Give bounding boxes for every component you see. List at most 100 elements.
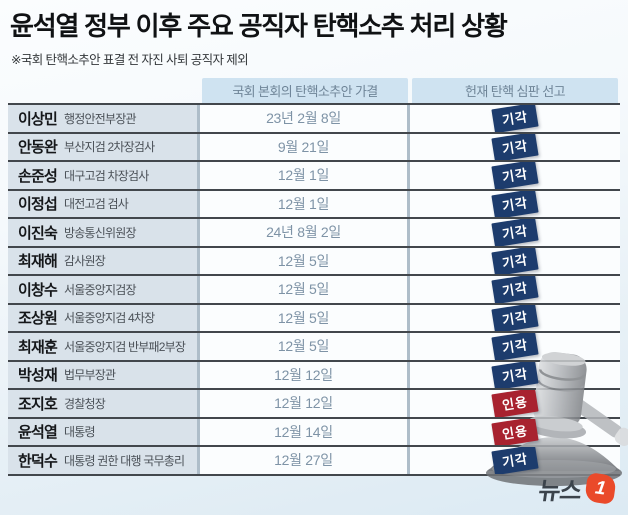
vote-date-cell: 12월 12일 [200, 390, 410, 417]
official-position: 서울중앙지검 4차장 [64, 311, 155, 326]
official-position: 서울중앙지검 반부패2부장 [64, 339, 186, 354]
verdict-badge: 기각 [491, 105, 539, 132]
official-position: 감사원장 [64, 254, 106, 269]
verdict-badge: 인용 [491, 418, 539, 445]
header-spacer [8, 78, 200, 103]
table-row: 최재해 감사원장 12월 5일 기각 [8, 247, 620, 276]
vote-date-cell: 12월 27일 [200, 447, 410, 474]
verdict-cell: 기각 [410, 105, 620, 132]
official-cell: 이정섭 대전고검 검사 [8, 190, 200, 217]
vote-date: 12월 12일 [274, 395, 333, 412]
official-position: 대통령 권한 대행 국무총리 [64, 453, 185, 468]
verdict-cell: 기각 [410, 190, 620, 217]
verdict-cell: 기각 [410, 447, 620, 474]
verdict-badge: 기각 [491, 247, 539, 274]
official-position: 대통령 [64, 425, 96, 440]
verdict-badge: 인용 [491, 390, 539, 417]
vote-date: 12월 5일 [277, 281, 330, 298]
official-name: 조상원 [18, 310, 58, 328]
vote-date-cell: 12월 12일 [200, 361, 410, 388]
column-header-court-ruling: 헌재 탄핵 심판 선고 [412, 78, 618, 103]
official-position: 경찰청장 [64, 396, 106, 411]
vote-date: 12월 1일 [277, 195, 330, 212]
official-position: 방송통신위원장 [64, 225, 136, 240]
table-row: 조상원 서울중앙지검 4차장 12월 5일 기각 [8, 304, 620, 333]
verdict-cell: 기각 [410, 276, 620, 303]
column-header-assembly-vote: 국회 본회의 탄핵소추안 가결 [202, 78, 408, 103]
vote-date: 12월 5일 [277, 309, 330, 326]
table-row: 한덕수 대통령 권한 대행 국무총리 12월 27일 기각 [8, 447, 620, 476]
table-row: 윤석열 대통령 12월 14일 인용 [8, 418, 620, 447]
vote-date-cell: 12월 5일 [200, 333, 410, 360]
official-name: 박성재 [18, 367, 58, 385]
vote-date: 12월 5일 [277, 252, 330, 269]
verdict-cell: 기각 [410, 219, 620, 246]
verdict-badge: 기각 [491, 162, 539, 189]
official-cell: 박성재 법무부장관 [8, 361, 200, 388]
official-name: 이정섭 [18, 196, 58, 214]
official-position: 법무부장관 [64, 368, 116, 383]
official-position: 행정안전부장관 [64, 111, 136, 126]
verdict-cell: 기각 [410, 304, 620, 331]
news1-logo-text: 뉴스 [536, 478, 583, 505]
official-position: 서울중앙지검장 [64, 282, 136, 297]
official-cell: 이상민 행정안전부장관 [8, 105, 200, 132]
official-name: 이진숙 [18, 224, 58, 242]
vote-date-cell: 12월 1일 [200, 190, 410, 217]
table-row: 조지호 경찰청장 12월 12일 인용 [8, 390, 620, 419]
table-row: 이정섭 대전고검 검사 12월 1일 기각 [8, 190, 620, 219]
official-name: 이창수 [18, 281, 58, 299]
vote-date-cell: 12월 5일 [200, 276, 410, 303]
vote-date: 23년 2월 8일 [266, 110, 341, 127]
table-row: 손준성 대구고검 차장검사 12월 1일 기각 [8, 162, 620, 191]
table-row: 안동완 부산지검 2차장검사 9월 21일 기각 [8, 133, 620, 162]
verdict-cell: 기각 [410, 361, 620, 388]
official-name: 윤석열 [18, 424, 58, 442]
official-name: 한덕수 [18, 452, 58, 470]
official-name: 안동완 [18, 139, 58, 157]
official-name: 조지호 [18, 395, 58, 413]
vote-date-cell: 9월 21일 [200, 133, 410, 160]
vote-date: 12월 1일 [277, 167, 330, 184]
vote-date: 12월 27일 [274, 452, 333, 469]
official-cell: 최재해 감사원장 [8, 247, 200, 274]
vote-date: 24년 8월 2일 [266, 224, 341, 241]
verdict-cell: 기각 [410, 162, 620, 189]
vote-date-cell: 23년 2월 8일 [200, 105, 410, 132]
vote-date: 12월 12일 [274, 366, 333, 383]
verdict-badge: 기각 [491, 276, 539, 303]
vote-date-cell: 12월 5일 [200, 247, 410, 274]
official-cell: 이진숙 방송통신위원장 [8, 219, 200, 246]
verdict-cell: 기각 [410, 133, 620, 160]
verdict-badge: 기각 [491, 133, 539, 160]
table-row: 이상민 행정안전부장관 23년 2월 8일 기각 [8, 105, 620, 134]
official-position: 대전고검 검사 [64, 197, 129, 212]
vote-date: 12월 14일 [274, 423, 333, 440]
verdict-cell: 인용 [410, 390, 620, 417]
table-body: 이상민 행정안전부장관 23년 2월 8일 기각 안동완 부산지검 2차장검사 9월 21일… [8, 103, 620, 476]
official-name: 최재훈 [18, 338, 58, 356]
verdict-badge: 기각 [491, 190, 539, 217]
page-subtitle: ※국회 탄핵소추안 표결 전 자진 사퇴 공직자 제외 [11, 53, 249, 67]
vote-date-cell: 24년 8월 2일 [200, 219, 410, 246]
official-name: 손준성 [18, 167, 58, 185]
official-cell: 조지호 경찰청장 [8, 390, 200, 417]
table-row: 박성재 법무부장관 12월 12일 기각 [8, 361, 620, 390]
verdict-cell: 기각 [410, 247, 620, 274]
table-row: 최재훈 서울중앙지검 반부패2부장 12월 5일 기각 [8, 333, 620, 362]
official-cell: 조상원 서울중앙지검 4차장 [8, 304, 200, 331]
vote-date-cell: 12월 5일 [200, 304, 410, 331]
official-name: 최재해 [18, 253, 58, 271]
news1-logo: 뉴스 1 [536, 471, 617, 506]
verdict-badge: 기각 [491, 361, 539, 388]
table-header-row: 국회 본회의 탄핵소추안 가결 헌재 탄핵 심판 선고 [8, 78, 620, 103]
official-cell: 이창수 서울중앙지검장 [8, 276, 200, 303]
verdict-badge: 기각 [491, 333, 539, 360]
vote-date: 12월 5일 [277, 338, 330, 355]
official-name: 이상민 [18, 110, 58, 128]
verdict-badge: 기각 [491, 447, 539, 474]
verdict-cell: 기각 [410, 333, 620, 360]
official-cell: 손준성 대구고검 차장검사 [8, 162, 200, 189]
official-position: 부산지검 2차장검사 [64, 140, 155, 155]
